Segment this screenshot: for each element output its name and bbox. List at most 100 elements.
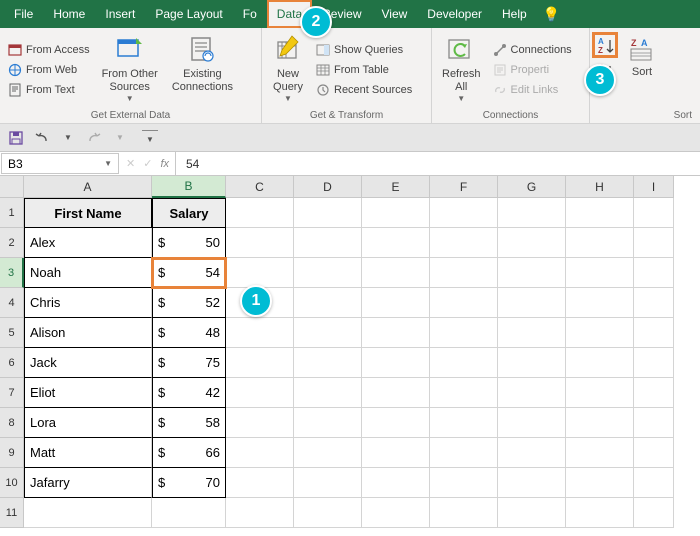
cell-C7[interactable] bbox=[226, 378, 294, 408]
cell-F3[interactable] bbox=[430, 258, 498, 288]
connections-button[interactable]: Connections bbox=[491, 42, 574, 58]
cell-G6[interactable] bbox=[498, 348, 566, 378]
qat-customize[interactable]: ▼ bbox=[142, 130, 158, 146]
from-access-button[interactable]: From Access bbox=[6, 42, 92, 58]
cell-H8[interactable] bbox=[566, 408, 634, 438]
cell-I6[interactable] bbox=[634, 348, 674, 378]
cell-B8[interactable]: $58 bbox=[152, 408, 226, 438]
cell-E10[interactable] bbox=[362, 468, 430, 498]
cell-I10[interactable] bbox=[634, 468, 674, 498]
cell-H1[interactable] bbox=[566, 198, 634, 228]
cell-E4[interactable] bbox=[362, 288, 430, 318]
menu-insert[interactable]: Insert bbox=[95, 0, 145, 28]
cell-D9[interactable] bbox=[294, 438, 362, 468]
undo-button[interactable] bbox=[34, 130, 50, 146]
cell-A6[interactable]: Jack bbox=[24, 348, 152, 378]
cell-F1[interactable] bbox=[430, 198, 498, 228]
menu-help[interactable]: Help bbox=[492, 0, 537, 28]
menu-view[interactable]: View bbox=[372, 0, 418, 28]
fx-icon[interactable]: fx bbox=[160, 158, 169, 170]
cell-I8[interactable] bbox=[634, 408, 674, 438]
menu-formulas[interactable]: Fo bbox=[233, 0, 267, 28]
cell-I7[interactable] bbox=[634, 378, 674, 408]
cell-D1[interactable] bbox=[294, 198, 362, 228]
cell-E1[interactable] bbox=[362, 198, 430, 228]
row-header-7[interactable]: 7 bbox=[0, 378, 24, 408]
cell-D10[interactable] bbox=[294, 468, 362, 498]
cell-G9[interactable] bbox=[498, 438, 566, 468]
cell-D3[interactable] bbox=[294, 258, 362, 288]
cell-H11[interactable] bbox=[566, 498, 634, 528]
cell-I9[interactable] bbox=[634, 438, 674, 468]
cell-E6[interactable] bbox=[362, 348, 430, 378]
cell-C5[interactable] bbox=[226, 318, 294, 348]
cell-B1[interactable]: Salary bbox=[152, 198, 226, 228]
cell-C1[interactable] bbox=[226, 198, 294, 228]
cell-C3[interactable] bbox=[226, 258, 294, 288]
menu-developer[interactable]: Developer bbox=[417, 0, 492, 28]
from-web-button[interactable]: From Web bbox=[6, 62, 92, 78]
cell-I2[interactable] bbox=[634, 228, 674, 258]
cell-D6[interactable] bbox=[294, 348, 362, 378]
cell-A9[interactable]: Matt bbox=[24, 438, 152, 468]
recent-sources-button[interactable]: Recent Sources bbox=[314, 82, 414, 98]
cell-G1[interactable] bbox=[498, 198, 566, 228]
cell-F4[interactable] bbox=[430, 288, 498, 318]
cell-G8[interactable] bbox=[498, 408, 566, 438]
cell-F2[interactable] bbox=[430, 228, 498, 258]
column-header-I[interactable]: I bbox=[634, 176, 674, 198]
from-text-button[interactable]: From Text bbox=[6, 82, 92, 98]
column-header-E[interactable]: E bbox=[362, 176, 430, 198]
cell-G10[interactable] bbox=[498, 468, 566, 498]
row-header-2[interactable]: 2 bbox=[0, 228, 24, 258]
tell-me-icon[interactable]: 💡 bbox=[543, 6, 560, 23]
from-table-button[interactable]: From Table bbox=[314, 62, 414, 78]
cell-C2[interactable] bbox=[226, 228, 294, 258]
cell-D7[interactable] bbox=[294, 378, 362, 408]
cell-H10[interactable] bbox=[566, 468, 634, 498]
cell-G2[interactable] bbox=[498, 228, 566, 258]
select-all-corner[interactable] bbox=[0, 176, 24, 198]
cell-G5[interactable] bbox=[498, 318, 566, 348]
save-button[interactable] bbox=[8, 130, 24, 146]
existing-connections-button[interactable]: Existing Connections bbox=[168, 32, 237, 108]
row-header-6[interactable]: 6 bbox=[0, 348, 24, 378]
cell-F7[interactable] bbox=[430, 378, 498, 408]
cell-B2[interactable]: $50 bbox=[152, 228, 226, 258]
cell-D5[interactable] bbox=[294, 318, 362, 348]
cell-F9[interactable] bbox=[430, 438, 498, 468]
cell-A1[interactable]: First Name bbox=[24, 198, 152, 228]
column-header-A[interactable]: A bbox=[24, 176, 152, 198]
name-box[interactable]: B3 ▼ bbox=[1, 153, 119, 174]
undo-dropdown[interactable]: ▼ bbox=[60, 130, 76, 146]
cell-C11[interactable] bbox=[226, 498, 294, 528]
row-header-9[interactable]: 9 bbox=[0, 438, 24, 468]
cell-B3[interactable]: $54 bbox=[152, 258, 226, 288]
cell-F10[interactable] bbox=[430, 468, 498, 498]
menu-file[interactable]: File bbox=[4, 0, 43, 28]
cell-I5[interactable] bbox=[634, 318, 674, 348]
sort-button[interactable]: ZA Sort bbox=[624, 36, 660, 81]
cell-E5[interactable] bbox=[362, 318, 430, 348]
cell-B4[interactable]: $52 bbox=[152, 288, 226, 318]
column-header-G[interactable]: G bbox=[498, 176, 566, 198]
cell-B7[interactable]: $42 bbox=[152, 378, 226, 408]
cell-D11[interactable] bbox=[294, 498, 362, 528]
column-header-B[interactable]: B bbox=[152, 176, 226, 198]
row-header-8[interactable]: 8 bbox=[0, 408, 24, 438]
cell-A8[interactable]: Lora bbox=[24, 408, 152, 438]
refresh-all-button[interactable]: Refresh All ▼ bbox=[438, 32, 485, 108]
cell-B5[interactable]: $48 bbox=[152, 318, 226, 348]
redo-button[interactable] bbox=[86, 130, 102, 146]
cell-H4[interactable] bbox=[566, 288, 634, 318]
cell-F5[interactable] bbox=[430, 318, 498, 348]
cell-H9[interactable] bbox=[566, 438, 634, 468]
row-header-1[interactable]: 1 bbox=[0, 198, 24, 228]
cell-A3[interactable]: Noah bbox=[24, 258, 152, 288]
cell-B10[interactable]: $70 bbox=[152, 468, 226, 498]
cell-E3[interactable] bbox=[362, 258, 430, 288]
cell-F11[interactable] bbox=[430, 498, 498, 528]
cell-A7[interactable]: Eliot bbox=[24, 378, 152, 408]
menu-home[interactable]: Home bbox=[43, 0, 95, 28]
cell-C8[interactable] bbox=[226, 408, 294, 438]
